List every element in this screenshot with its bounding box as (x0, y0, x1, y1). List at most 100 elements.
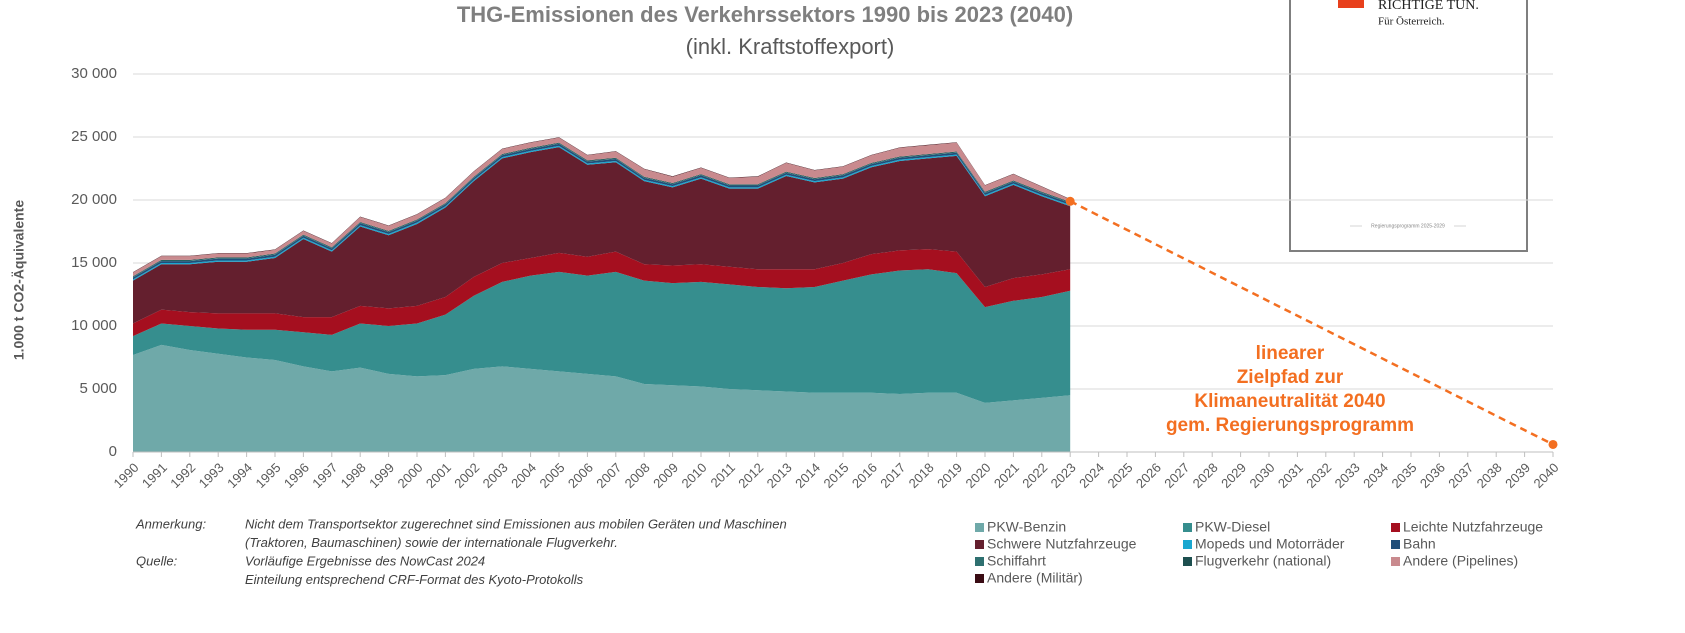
note-label: Anmerkung: (135, 516, 206, 531)
x-tick-label: 1995 (252, 460, 283, 491)
x-tick-label: 2026 (1133, 460, 1164, 491)
note-text: Einteilung entsprechend CRF-Format des K… (245, 572, 584, 587)
x-tick-label: 2014 (792, 460, 823, 491)
x-tick-label: 2000 (394, 460, 425, 491)
legend-label: Leichte Nutzfahrzeuge (1403, 519, 1543, 535)
y-tick-label: 25 000 (71, 128, 117, 145)
x-tick-label: 2038 (1474, 460, 1505, 491)
x-tick-label: 2021 (991, 460, 1022, 491)
note-text: (Traktoren, Baumaschinen) sowie der inte… (245, 535, 618, 550)
legend-swatch (975, 574, 984, 583)
note-text: Vorläufige Ergebnisse des NowCast 2024 (245, 553, 485, 568)
legend-label: Schiffahrt (987, 553, 1046, 569)
legend-label: Andere (Militär) (987, 570, 1083, 586)
chart: THG-Emissionen des Verkehrssektors 1990 … (0, 0, 1685, 633)
x-tick-label: 2023 (1048, 460, 1079, 491)
x-tick-label: 2029 (1218, 460, 1249, 491)
legend-label: Flugverkehr (national) (1195, 553, 1331, 569)
target-point (1549, 440, 1558, 449)
x-tick-label: 2013 (764, 460, 795, 491)
x-tick-label: 2016 (849, 460, 880, 491)
x-tick-label: 2024 (1076, 460, 1107, 491)
x-tick-label: 2004 (508, 460, 539, 491)
chart-title: THG-Emissionen des Verkehrssektors 1990 … (457, 2, 1073, 27)
target-label: Zielpfad zur (1237, 367, 1344, 388)
x-tick-label: 2027 (1161, 460, 1192, 491)
legend-swatch (1391, 540, 1400, 549)
x-tick-label: 1994 (224, 460, 255, 491)
x-tick-label: 2008 (622, 460, 653, 491)
y-tick-label: 20 000 (71, 191, 117, 208)
legend-swatch (1391, 557, 1400, 566)
inset-frame (1290, 0, 1527, 251)
x-tick-label: 2001 (423, 460, 454, 491)
legend-label: Andere (Pipelines) (1403, 553, 1518, 569)
inset-text: Für Österreich. (1378, 16, 1445, 28)
inset-text: RICHTIGE TUN. (1378, 0, 1479, 13)
legend-swatch (975, 540, 984, 549)
inset-footer: Regierungsprogramm 2025-2029 (1371, 223, 1445, 229)
x-tick-label: 2033 (1332, 460, 1363, 491)
x-tick-label: 2006 (565, 460, 596, 491)
legend-label: Mopeds und Motorräder (1195, 536, 1345, 552)
legend-swatch (1183, 540, 1192, 549)
x-tick-label: 2037 (1445, 460, 1476, 491)
target-label: linearer (1256, 343, 1325, 364)
legend-label: PKW-Benzin (987, 519, 1066, 535)
y-tick-label: 10 000 (71, 317, 117, 334)
x-tick-label: 2012 (735, 460, 766, 491)
x-tick-label: 2022 (1019, 460, 1050, 491)
chart-subtitle: (inkl. Kraftstoffexport) (686, 34, 895, 59)
x-tick-label: 2015 (820, 460, 851, 491)
legend-label: PKW-Diesel (1195, 519, 1270, 535)
x-tick-label: 2010 (678, 460, 709, 491)
x-tick-label: 2002 (451, 460, 482, 491)
legend: PKW-Benzin PKW-Diesel Leichte Nutzfahrzeug… (975, 519, 1543, 586)
areas (133, 137, 1070, 452)
x-tick-label: 2031 (1275, 460, 1306, 491)
legend-swatch (1183, 557, 1192, 566)
legend-swatch (1391, 523, 1400, 532)
x-tick-label: 2020 (962, 460, 993, 491)
target-label: gem. Regierungsprogramm (1166, 415, 1414, 436)
y-axis-title: 1.000 t CO2-Äquivalente (11, 200, 27, 360)
x-tick-label: 1992 (167, 460, 198, 491)
legend-swatch (975, 557, 984, 566)
legend-label: Schwere Nutzfahrzeuge (987, 536, 1137, 552)
notes: Anmerkung: Nicht dem Transportsektor zuge… (135, 516, 787, 587)
inset-logo (1338, 0, 1364, 8)
x-tick-label: 2007 (593, 460, 624, 491)
x-tick-label: 1990 (110, 460, 141, 491)
x-tick-label: 2019 (934, 460, 965, 491)
x-tick-label: 2032 (1303, 460, 1334, 491)
x-tick-label: 2011 (708, 460, 738, 490)
x-tick-label: 1993 (196, 460, 227, 491)
x-tick-label: 2005 (536, 460, 567, 491)
y-tick-label: 5 000 (79, 380, 117, 397)
x-tick-label: 2030 (1246, 460, 1277, 491)
x-tick-label: 2003 (480, 460, 511, 491)
target-point (1066, 197, 1075, 206)
y-tick-label: 15 000 (71, 254, 117, 271)
x-tick-label: 2025 (1104, 460, 1135, 491)
legend-swatch (1183, 523, 1192, 532)
y-tick-label: 0 (109, 443, 117, 460)
x-tick-label: 1997 (309, 460, 340, 491)
x-tick-label: 2040 (1530, 460, 1561, 491)
legend-label: Bahn (1403, 536, 1436, 552)
x-tick-label: 2009 (650, 460, 681, 491)
x-tick-label: 2018 (906, 460, 937, 491)
y-tick-label: 30 000 (71, 65, 117, 82)
note-label: Quelle: (136, 553, 178, 568)
note-text: Nicht dem Transportsektor zugerechnet si… (245, 516, 787, 531)
x-tick-label: 2028 (1190, 460, 1221, 491)
inset: RICHTIGE TUN. Für Österreich. Regierungs… (1290, 0, 1527, 251)
x-tick-label: 2035 (1388, 460, 1419, 491)
x-tick-label: 1998 (338, 460, 369, 491)
x-tick-label: 1996 (281, 460, 312, 491)
x-tick-label: 1991 (139, 460, 170, 491)
x-tick-label: 2034 (1360, 460, 1391, 491)
legend-swatch (975, 523, 984, 532)
target-label: Klimaneutralität 2040 (1194, 391, 1385, 412)
x-tick-label: 2039 (1502, 460, 1533, 491)
